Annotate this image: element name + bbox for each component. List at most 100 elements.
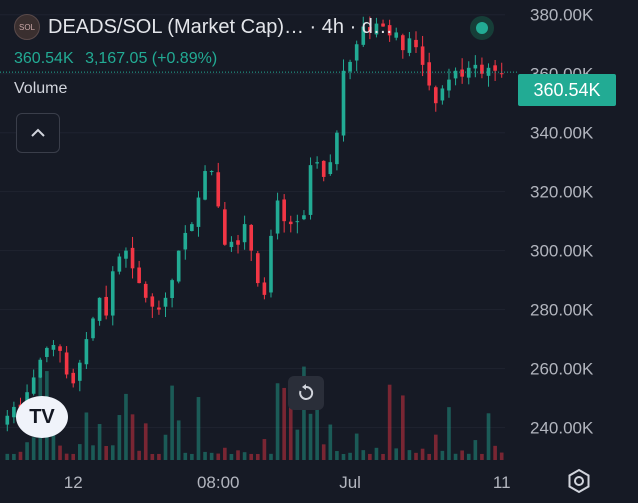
volume-bar — [236, 450, 240, 460]
candle-body — [361, 26, 366, 45]
candle-body — [51, 345, 56, 350]
candle-body — [12, 406, 16, 418]
volume-bar — [130, 414, 135, 460]
y-tick-label: 380.00K — [530, 6, 594, 25]
candle-body — [249, 224, 254, 251]
candle-body — [288, 221, 293, 225]
x-tick-label: 08:00 — [197, 473, 240, 492]
token-logo: SOL — [14, 14, 40, 40]
volume-bar — [84, 412, 89, 460]
candle-body — [45, 347, 49, 357]
candle-body — [262, 282, 267, 295]
volume-bar — [427, 453, 432, 460]
volume-bar — [242, 452, 247, 460]
candle-body — [255, 253, 260, 284]
candle-body — [157, 307, 161, 310]
candle-body — [97, 297, 102, 321]
candle-body — [170, 280, 174, 299]
chevron-up-icon — [31, 128, 45, 137]
volume-bar — [381, 453, 385, 460]
volume-bar — [473, 440, 478, 460]
candle-body — [499, 73, 504, 75]
symbol-title[interactable]: DEADS/SOL (Market Cap)… · 4h · d… — [48, 15, 393, 38]
last-value: 360.54K — [14, 50, 74, 67]
candle-body — [242, 224, 247, 243]
volume-bar — [216, 453, 221, 460]
tradingview-logo[interactable]: TV — [16, 396, 68, 438]
volume-bar — [255, 453, 260, 460]
candle-body — [203, 171, 207, 200]
volume-bar — [71, 453, 76, 460]
y-tick-label: 340.00K — [530, 124, 594, 143]
candle-body — [150, 296, 155, 307]
candle-body — [137, 267, 141, 284]
volume-bar — [447, 407, 451, 460]
volume-bar — [223, 447, 227, 460]
volume-bar — [97, 424, 102, 460]
volume-bar — [163, 434, 168, 460]
volume-bar — [302, 366, 306, 460]
candle-body — [130, 247, 135, 269]
candle-body — [91, 318, 95, 339]
candle-body — [295, 221, 300, 223]
candle-body — [64, 352, 69, 375]
volume-bar — [407, 450, 412, 460]
candle-body — [71, 372, 76, 384]
candle-body — [480, 64, 484, 74]
volume-bar — [183, 452, 188, 460]
volume-bar — [150, 453, 155, 460]
volume-bar — [295, 429, 300, 460]
candle-body — [321, 160, 326, 177]
candle-body — [401, 35, 405, 51]
volume-bar — [229, 453, 234, 460]
candle-body — [308, 165, 313, 215]
candle-body — [229, 241, 234, 248]
candle-body — [183, 232, 188, 250]
volume-bar — [433, 434, 438, 460]
candle-body — [117, 256, 122, 272]
candle-body — [38, 359, 43, 378]
candle-body — [236, 240, 240, 245]
volume-bar — [77, 444, 82, 460]
candle-body — [223, 209, 227, 245]
y-tick-label: 280.00K — [530, 301, 594, 320]
y-tick-label: 240.00K — [530, 419, 594, 438]
volume-label[interactable]: Volume — [14, 80, 68, 97]
candle-body — [453, 70, 458, 79]
candle-body — [104, 296, 108, 316]
volume-bar — [51, 425, 56, 460]
volume-bar — [143, 423, 148, 460]
collapse-button[interactable] — [16, 113, 60, 153]
volume-bar — [368, 453, 372, 460]
volume-bar — [414, 452, 418, 460]
volume-bar — [203, 451, 207, 460]
candle-body — [473, 64, 478, 69]
volume-bar — [453, 453, 458, 460]
volume-bar — [387, 384, 392, 460]
candle-body — [486, 67, 491, 76]
market-status-icon[interactable] — [470, 16, 494, 40]
volume-bar — [420, 448, 425, 460]
volume-bar — [12, 453, 16, 460]
volume-bar — [308, 413, 313, 460]
candle-body — [348, 61, 352, 72]
candle-body — [387, 25, 392, 36]
candle-body — [275, 200, 280, 234]
settings-icon[interactable] — [566, 468, 592, 494]
volume-bar — [157, 453, 161, 460]
volume-bar — [328, 424, 333, 460]
candle-body — [209, 171, 214, 173]
volume-bar — [499, 452, 504, 460]
volume-bar — [440, 450, 445, 460]
candle-body — [420, 46, 425, 65]
candle-body — [216, 172, 221, 207]
volume-bar — [493, 445, 497, 460]
symbol-header: SOL DEADS/SOL (Market Cap)… · 4h · d… — [14, 14, 393, 40]
volume-bar — [31, 437, 36, 460]
candle-body — [31, 377, 36, 394]
price-readout: 360.54K 3,167.05 (+0.89%) — [14, 50, 224, 68]
reset-chart-button[interactable] — [288, 376, 324, 410]
candle-body — [427, 62, 432, 86]
volume-bar — [104, 446, 108, 460]
volume-bar — [374, 447, 379, 460]
